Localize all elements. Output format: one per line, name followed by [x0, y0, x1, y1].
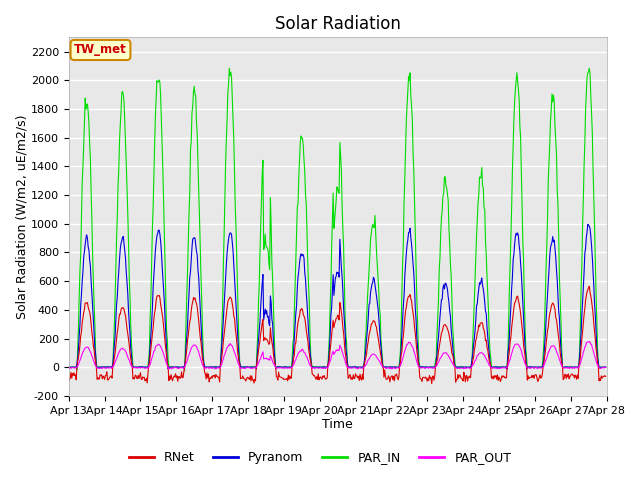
- PAR_OUT: [65, 366, 72, 372]
- Y-axis label: Solar Radiation (W/m2, uE/m2/s): Solar Radiation (W/m2, uE/m2/s): [15, 114, 28, 319]
- PAR_IN: [185, 211, 193, 216]
- Pyranom: [184, 305, 192, 311]
- RNet: [65, 378, 72, 384]
- PAR_OUT: [214, 365, 221, 371]
- RNet: [75, 355, 83, 360]
- PAR_IN: [180, 368, 188, 374]
- RNet: [184, 333, 192, 338]
- Line: PAR_OUT: PAR_OUT: [68, 341, 605, 369]
- RNet: [428, 381, 436, 386]
- PAR_OUT: [419, 364, 427, 370]
- RNet: [212, 373, 220, 379]
- Text: TW_met: TW_met: [74, 44, 127, 57]
- PAR_IN: [65, 364, 72, 370]
- RNet: [586, 283, 593, 289]
- Pyranom: [523, 367, 531, 372]
- PAR_OUT: [586, 338, 593, 344]
- Line: RNet: RNet: [68, 286, 605, 384]
- PAR_IN: [130, 364, 138, 370]
- PAR_OUT: [130, 365, 138, 371]
- RNet: [602, 373, 609, 379]
- PAR_IN: [602, 364, 609, 370]
- Pyranom: [602, 364, 609, 370]
- RNet: [418, 379, 426, 384]
- Pyranom: [403, 251, 410, 256]
- PAR_IN: [75, 324, 83, 329]
- PAR_IN: [586, 65, 593, 71]
- PAR_IN: [214, 364, 221, 370]
- Title: Solar Radiation: Solar Radiation: [275, 15, 401, 33]
- Line: PAR_IN: PAR_IN: [68, 68, 605, 371]
- Pyranom: [584, 221, 591, 227]
- PAR_OUT: [165, 366, 173, 372]
- Legend: RNet, Pyranom, PAR_IN, PAR_OUT: RNet, Pyranom, PAR_IN, PAR_OUT: [124, 446, 516, 469]
- X-axis label: Time: Time: [323, 419, 353, 432]
- PAR_OUT: [75, 361, 83, 367]
- PAR_OUT: [185, 352, 193, 358]
- Pyranom: [65, 364, 72, 370]
- PAR_IN: [419, 364, 427, 370]
- Pyranom: [418, 364, 426, 370]
- RNet: [403, 304, 410, 310]
- RNet: [130, 375, 138, 381]
- PAR_IN: [403, 102, 411, 108]
- Line: Pyranom: Pyranom: [68, 224, 605, 370]
- PAR_OUT: [602, 364, 609, 370]
- PAR_OUT: [403, 341, 411, 347]
- Pyranom: [212, 364, 220, 370]
- Pyranom: [130, 364, 138, 370]
- Pyranom: [75, 346, 83, 352]
